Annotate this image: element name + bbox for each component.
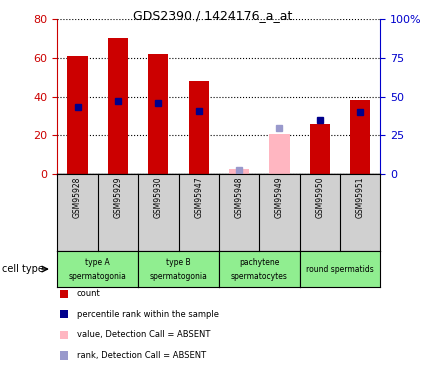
Text: value, Detection Call = ABSENT: value, Detection Call = ABSENT xyxy=(76,330,210,339)
Text: cell type: cell type xyxy=(2,264,44,274)
Text: percentile rank within the sample: percentile rank within the sample xyxy=(76,310,218,319)
Text: round spermatids: round spermatids xyxy=(306,265,374,273)
Text: spermatogonia: spermatogonia xyxy=(150,272,207,281)
Text: GSM95951: GSM95951 xyxy=(356,176,365,218)
Text: GSM95930: GSM95930 xyxy=(154,176,163,218)
Bar xyxy=(350,100,370,174)
Text: spermatogonia: spermatogonia xyxy=(69,272,127,281)
Text: GSM95928: GSM95928 xyxy=(73,176,82,218)
Text: pachytene: pachytene xyxy=(239,258,280,267)
Text: GSM95947: GSM95947 xyxy=(194,176,203,218)
Text: type A: type A xyxy=(85,258,110,267)
Text: rank, Detection Call = ABSENT: rank, Detection Call = ABSENT xyxy=(76,351,206,360)
Text: GSM95950: GSM95950 xyxy=(315,176,324,218)
Bar xyxy=(108,38,128,174)
Bar xyxy=(148,54,168,174)
Text: type B: type B xyxy=(166,258,191,267)
Text: GDS2390 / 1424176_a_at: GDS2390 / 1424176_a_at xyxy=(133,9,292,22)
Text: GSM95949: GSM95949 xyxy=(275,176,284,218)
Text: GSM95929: GSM95929 xyxy=(113,176,122,218)
Bar xyxy=(189,81,209,174)
Bar xyxy=(269,134,289,174)
Text: count: count xyxy=(76,289,100,298)
Text: GSM95948: GSM95948 xyxy=(235,176,244,218)
Bar xyxy=(310,124,330,174)
Text: spermatocytes: spermatocytes xyxy=(231,272,288,281)
Bar xyxy=(229,168,249,174)
Bar xyxy=(68,56,88,174)
